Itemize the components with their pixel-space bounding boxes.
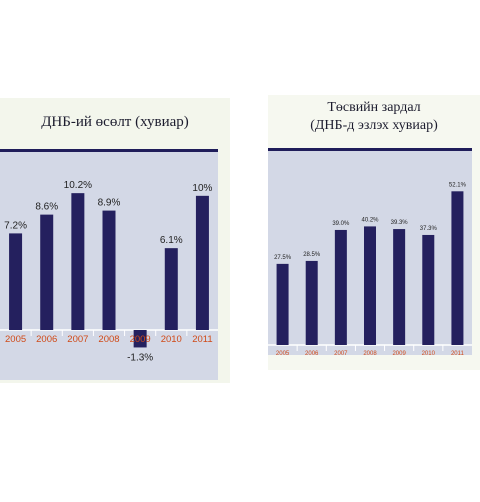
- budget-spending-tick-label-2010: 2010: [422, 351, 436, 357]
- budget-spending-tick-label-2006: 2006: [305, 351, 319, 357]
- budget-spending-value-label-2011: 52.1%: [449, 182, 467, 188]
- budget-spending-title-rule: [268, 148, 472, 151]
- budget-spending-bar-2006: [305, 260, 318, 345]
- gdp-growth-chart-panel: ДНБ-ий өсөлт (хувиар) 7.2% 2005 8.6% 2006 10…: [0, 98, 230, 383]
- gdp-growth-bar-2005: [9, 233, 23, 330]
- gdp-growth-tick-label-2006: 2006: [36, 334, 57, 345]
- budget-spending-tick-label-2008: 2008: [363, 351, 377, 357]
- gdp-growth-bar-2010: [164, 248, 178, 330]
- budget-spending-chart: 27.5% 2005 28.5% 2006 39.0% 2007 40.2% 2008 39.3…: [268, 148, 472, 357]
- budget-spending-bar-2009: [393, 229, 406, 345]
- gdp-growth-bar-2009: [133, 330, 147, 348]
- gdp-growth-bar-2007: [71, 193, 85, 330]
- budget-spending-tick-label-2007: 2007: [334, 351, 348, 357]
- budget-spending-title-line-2: (ДНБ-д эзлэх хувиар): [310, 118, 438, 133]
- budget-spending-tick-label-2009: 2009: [392, 351, 406, 357]
- gdp-growth-value-label-2008: 8.9%: [98, 198, 121, 209]
- budget-spending-value-label-2005: 27.5%: [274, 255, 292, 261]
- budget-spending-bar-2011: [451, 191, 464, 345]
- budget-spending-value-label-2009: 39.3%: [391, 220, 409, 226]
- gdp-growth-bar-2008: [102, 210, 116, 330]
- gdp-growth-value-label-2010: 6.1%: [160, 235, 183, 246]
- gdp-growth-chart: 7.2% 2005 8.6% 2006 10.2% 2007 8.9% 2008 -1.3% 20…: [0, 149, 218, 380]
- gdp-growth-value-label-2007: 10.2%: [64, 180, 92, 191]
- gdp-growth-value-label-2005: 7.2%: [4, 220, 27, 231]
- gdp-growth-title-rule: [0, 149, 218, 152]
- budget-spending-bar-2008: [364, 226, 376, 345]
- budget-spending-value-label-2006: 28.5%: [303, 252, 321, 258]
- budget-spending-chart-title: Төсвийн зардал (ДНБ-д эзлэх хувиар): [268, 99, 480, 135]
- gdp-growth-chart-title: ДНБ-ий өсөлт (хувиар): [41, 114, 189, 130]
- gdp-growth-value-label-2009: -1.3%: [127, 352, 153, 363]
- gdp-growth-tick-label-2009: 2009: [130, 334, 151, 345]
- gdp-growth-value-label-2006: 8.6%: [35, 202, 58, 213]
- gdp-growth-tick-label-2008: 2008: [98, 334, 119, 345]
- budget-spending-value-label-2010: 37.3%: [420, 226, 438, 232]
- budget-spending-title-line-1: Төсвийн зардал: [327, 100, 421, 115]
- budget-spending-bar-2010: [422, 234, 435, 345]
- budget-spending-tick-label-2005: 2005: [276, 351, 290, 357]
- gdp-growth-value-label-2011: 10%: [192, 183, 212, 194]
- budget-spending-bar-2005: [276, 263, 289, 345]
- gdp-growth-bar-2006: [40, 214, 54, 330]
- budget-spending-value-label-2008: 40.2%: [361, 217, 379, 223]
- budget-spending-bar-2007: [334, 229, 347, 345]
- budget-spending-chart-panel: Төсвийн зардал (ДНБ-д эзлэх хувиар) 27.5…: [268, 95, 480, 370]
- budget-spending-tick-label-2011: 2011: [451, 351, 465, 357]
- budget-spending-value-label-2007: 39.0%: [332, 221, 350, 227]
- gdp-growth-tick-label-2007: 2007: [67, 334, 88, 345]
- gdp-growth-tick-label-2005: 2005: [5, 334, 26, 345]
- gdp-growth-tick-label-2010: 2010: [161, 334, 182, 345]
- gdp-growth-bar-2011: [195, 195, 209, 330]
- gdp-growth-tick-label-2011: 2011: [192, 334, 212, 345]
